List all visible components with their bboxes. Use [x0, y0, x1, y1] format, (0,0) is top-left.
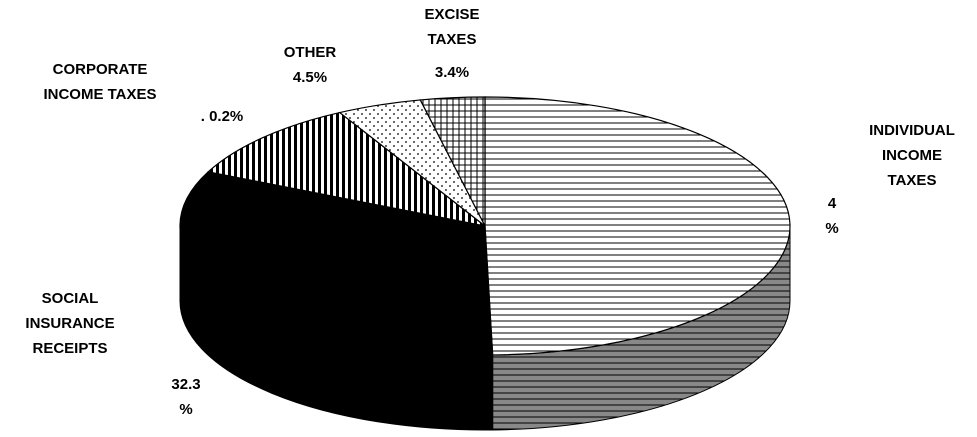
- pie-slice: [484, 96, 791, 356]
- value-label: 4 %: [825, 195, 839, 237]
- category-label: INDIVIDUAL INCOME TAXES: [869, 122, 955, 189]
- value-label: 32.3 %: [171, 376, 201, 418]
- value-label: 3.4%: [434, 64, 470, 81]
- pie-slice: [419, 96, 486, 227]
- pie-slice: [179, 171, 494, 356]
- category-label: CORPORATE INCOME TAXES: [43, 61, 157, 103]
- value-label: 4.5%: [292, 69, 328, 86]
- category-label: SOCIAL INSURANCE RECEIPTS: [25, 290, 115, 357]
- value-label: . 0.2%: [200, 108, 244, 125]
- pie-slice: [206, 111, 486, 227]
- category-label: OTHER: [283, 44, 337, 61]
- category-label: EXCISE TAXES: [424, 6, 480, 48]
